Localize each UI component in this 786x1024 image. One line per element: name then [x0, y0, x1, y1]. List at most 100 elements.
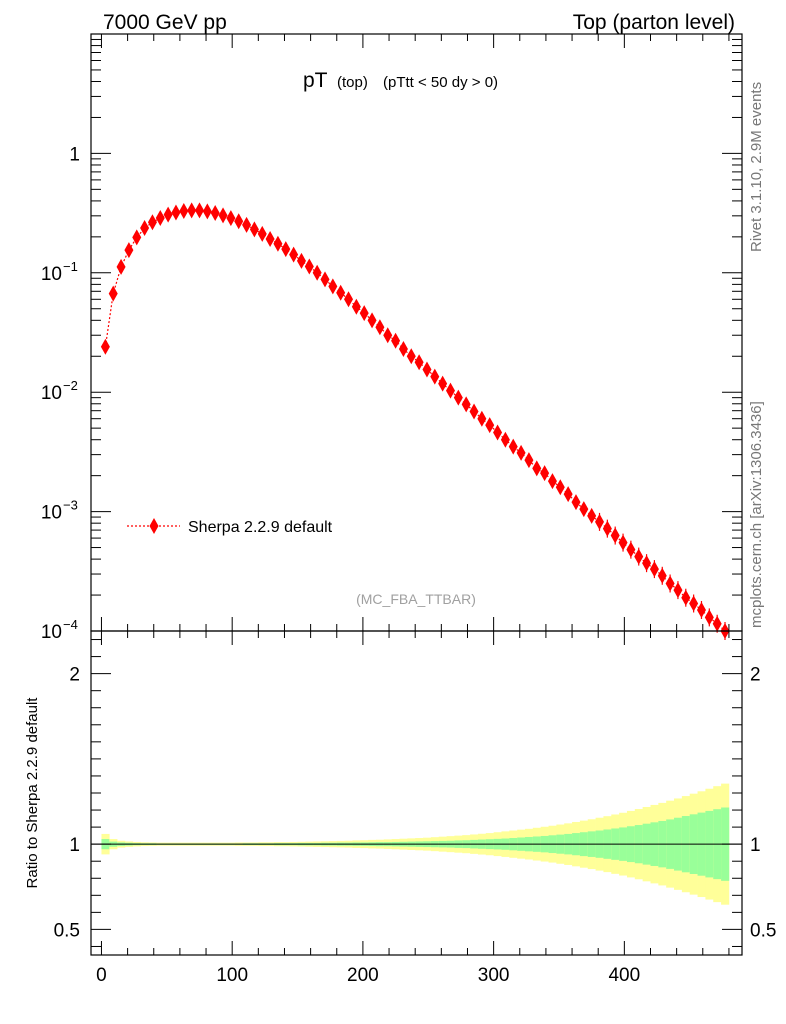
data-point — [445, 382, 455, 399]
watermark: (MC_FBA_TTBAR) — [356, 591, 476, 607]
title-main: pT — [303, 69, 328, 92]
data-point — [453, 389, 463, 406]
data-point — [304, 258, 314, 275]
data-point — [469, 403, 479, 420]
data-point — [289, 246, 299, 263]
data-point — [226, 210, 236, 227]
x-tick-label: 400 — [608, 965, 640, 986]
data-point — [257, 225, 267, 242]
data-point — [195, 202, 204, 219]
data-point — [281, 241, 291, 258]
data-point — [571, 494, 581, 511]
y-tick-label: 10 — [41, 503, 62, 524]
data-point — [657, 567, 667, 584]
data-point — [696, 601, 706, 618]
data-point — [493, 424, 503, 441]
data-point — [210, 204, 220, 221]
data-point — [242, 216, 252, 233]
data-point — [524, 452, 534, 469]
data-point — [649, 561, 659, 578]
data-point — [681, 589, 691, 606]
data-point — [587, 507, 597, 524]
data-point — [673, 582, 683, 599]
data-point — [626, 541, 636, 558]
data-point — [383, 327, 393, 344]
data-point — [116, 258, 126, 275]
data-point — [516, 444, 526, 461]
data-point — [336, 284, 346, 301]
y-tick-exponent: −2 — [63, 378, 78, 393]
ratio-y-tick-label-right: 2 — [750, 665, 761, 686]
ratio-y-tick-label: 2 — [69, 665, 80, 686]
side-rivet-text: Rivet 3.1.10, 2.9M events — [748, 82, 765, 252]
y-tick-exponent: −4 — [63, 617, 78, 632]
y-tick-label: 10 — [41, 383, 62, 404]
data-point — [618, 534, 628, 551]
data-point — [265, 230, 275, 247]
ratio-y-tick-label-right: 0.5 — [750, 920, 776, 941]
data-point — [547, 473, 557, 490]
data-point — [359, 305, 369, 322]
ratio-y-tick-label-right: 1 — [750, 835, 761, 856]
data-point — [595, 513, 605, 530]
data-point — [540, 465, 550, 482]
data-point — [508, 438, 518, 455]
data-point — [414, 354, 424, 371]
data-point — [171, 204, 181, 221]
data-point — [179, 203, 189, 220]
data-point — [163, 206, 173, 223]
y-tick-label: 1 — [69, 144, 80, 165]
data-point — [477, 410, 487, 427]
ratio-y-tick-label: 1 — [69, 835, 80, 856]
data-point — [398, 341, 408, 358]
data-point — [461, 396, 471, 413]
data-point — [602, 520, 612, 537]
header-left: 7000 GeV pp — [103, 11, 227, 34]
data-point — [140, 220, 150, 237]
data-point — [391, 332, 401, 349]
data-point — [712, 615, 722, 632]
data-point — [187, 202, 197, 219]
series-line — [104, 209, 726, 632]
y-tick-label: 10 — [41, 264, 62, 285]
data-point — [610, 527, 620, 544]
data-point — [689, 595, 699, 612]
y-tick-exponent: −1 — [63, 259, 78, 274]
data-point — [100, 338, 110, 355]
data-point — [312, 264, 322, 281]
data-point — [367, 312, 377, 329]
title-sub2: (pTtt < 50 dy > 0) — [383, 74, 498, 91]
data-point — [132, 229, 142, 246]
data-point — [124, 242, 134, 259]
x-tick-label: 0 — [96, 965, 107, 986]
side-mcplots-text: mcplots.cern.ch [arXiv:1306.3436] — [748, 401, 765, 628]
data-point — [665, 575, 675, 592]
ratio-y-tick-label: 0.5 — [54, 920, 80, 941]
data-point — [555, 479, 565, 496]
data-point — [634, 548, 644, 565]
legend-label: Sherpa 2.2.9 default — [188, 519, 333, 536]
data-point — [430, 368, 440, 385]
data-point — [202, 203, 212, 220]
legend: Sherpa 2.2.9 default — [127, 518, 333, 536]
data-point — [642, 555, 652, 572]
data-point — [328, 278, 338, 295]
data-point — [351, 298, 361, 315]
plot-title: pT (top) (pTtt < 50 dy > 0) — [303, 69, 498, 92]
data-point — [155, 209, 165, 226]
data-point — [532, 460, 542, 477]
data-point — [406, 348, 416, 365]
y-tick-exponent: −3 — [63, 498, 78, 513]
x-tick-label: 200 — [347, 965, 379, 986]
data-point — [579, 501, 589, 518]
series-connector — [104, 209, 726, 632]
y-tick-label: 10 — [41, 622, 62, 643]
data-point — [320, 271, 330, 288]
legend-marker — [149, 518, 159, 534]
data-point — [249, 221, 259, 238]
data-point — [108, 285, 118, 302]
data-point — [563, 486, 573, 503]
x-tick-label: 100 — [216, 965, 248, 986]
